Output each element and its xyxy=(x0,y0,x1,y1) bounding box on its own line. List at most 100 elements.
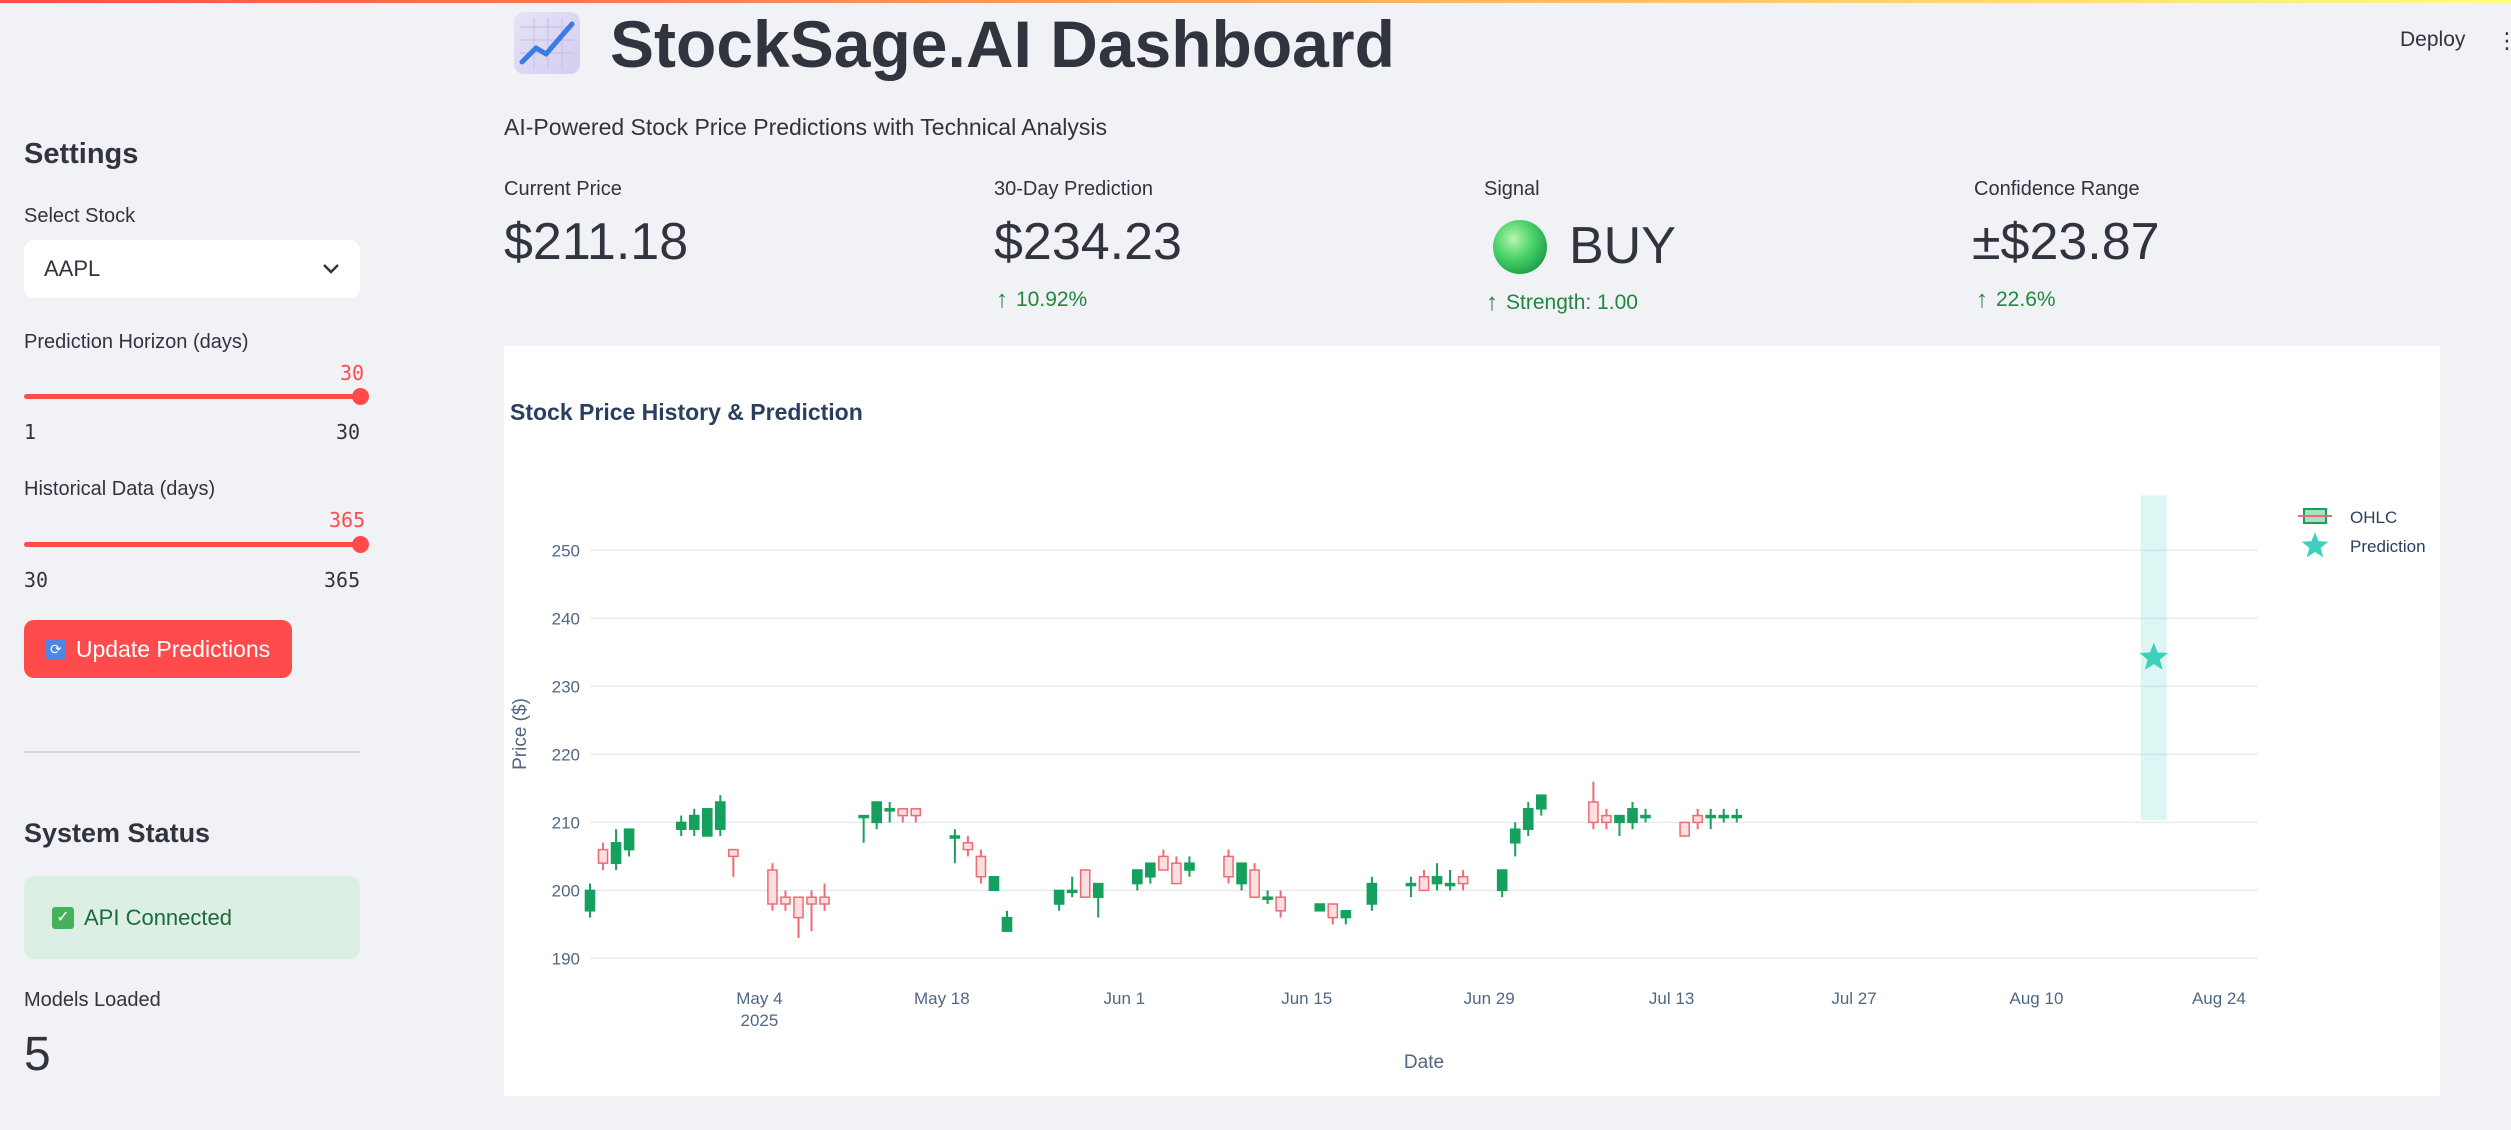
candle-body xyxy=(1066,889,1078,894)
candle-up xyxy=(1731,808,1743,823)
candle-up xyxy=(1705,808,1716,830)
candle-body xyxy=(1731,814,1743,819)
candle-up xyxy=(1522,802,1534,836)
candle-body xyxy=(793,896,804,919)
candle-up xyxy=(610,829,622,870)
sidebar-divider xyxy=(24,751,360,753)
candle-up xyxy=(1496,869,1508,898)
deploy-button[interactable]: Deploy xyxy=(2400,28,2466,51)
update-predictions-button[interactable]: ⟳ Update Predictions xyxy=(24,620,292,678)
green-circle-icon xyxy=(1493,220,1547,274)
y-tick-label: 190 xyxy=(552,949,580,968)
x-tick-label: Jul 13 xyxy=(1649,989,1694,1008)
arrow-up-icon: ↑ xyxy=(996,286,1008,313)
refresh-icon: ⟳ xyxy=(45,639,66,659)
price-chart[interactable]: Stock Price History & Prediction 190 200 2… xyxy=(504,346,2440,1096)
chart-title: Stock Price History & Prediction xyxy=(510,399,863,425)
candle-body xyxy=(1223,855,1234,878)
candle-body xyxy=(623,828,635,851)
candle-up xyxy=(1184,856,1195,877)
confidence-delta: ↑ 22.6% xyxy=(1976,288,2056,312)
candle-body xyxy=(1236,862,1247,885)
candle-down xyxy=(780,890,791,911)
prediction-value: $234.23 xyxy=(994,213,1182,271)
candle-up xyxy=(715,795,726,836)
candle-down xyxy=(1692,808,1703,830)
signal-delta: ↑ Strength: 1.00 xyxy=(1486,291,1638,315)
y-tick-label: 250 xyxy=(552,541,580,560)
candle-body xyxy=(988,876,1000,892)
horizon-slider[interactable] xyxy=(24,382,369,410)
candle-body xyxy=(688,814,700,830)
prediction-delta: ↑ 10.92% xyxy=(996,288,1087,312)
candle-up xyxy=(1262,890,1273,904)
history-min: 30 xyxy=(24,568,49,592)
horizon-slider-thumb[interactable] xyxy=(352,388,369,405)
history-label: Historical Data (days) xyxy=(24,478,216,500)
candle-body xyxy=(1718,814,1730,819)
confidence-value: ±$23.87 xyxy=(1972,213,2160,271)
signal-value: BUY xyxy=(1569,217,1676,275)
y-axis-title: Price ($) xyxy=(510,698,531,770)
top-accent-bar xyxy=(0,0,2511,3)
candle-body xyxy=(1601,814,1612,824)
main-menu-icon[interactable]: ⋮ xyxy=(2496,28,2511,53)
candle-body xyxy=(675,821,687,830)
candle-down xyxy=(1679,821,1690,837)
candle-body xyxy=(1053,889,1065,905)
history-slider-track xyxy=(24,542,360,547)
candle-down xyxy=(1418,870,1430,892)
candle-body xyxy=(1418,876,1430,892)
candle-body xyxy=(597,848,609,864)
candle-body xyxy=(780,896,791,905)
sidebar: Settings Select Stock AAPL Prediction Ho… xyxy=(0,0,384,1130)
candle-up xyxy=(623,828,635,857)
candle-up xyxy=(1001,910,1013,932)
legend-item-ohlc: OHLC xyxy=(2298,508,2397,527)
candle-down xyxy=(1079,869,1091,898)
candle-body xyxy=(1705,814,1716,819)
check-icon: ✓ xyxy=(52,906,74,929)
signal-label: Signal xyxy=(1484,178,1540,200)
candle-body xyxy=(715,801,726,830)
candle-down xyxy=(1601,808,1612,830)
legend-label: Prediction xyxy=(2350,537,2426,556)
candle-body xyxy=(1249,869,1260,898)
candle-up xyxy=(1614,814,1625,836)
history-value: 365 xyxy=(329,508,366,532)
y-tick-label: 210 xyxy=(552,813,580,832)
horizon-min: 1 xyxy=(24,420,37,444)
candle-up xyxy=(688,808,700,836)
candle-up xyxy=(858,814,869,843)
candle-body xyxy=(858,814,869,819)
candle-body xyxy=(1171,862,1182,885)
price-chart-card: Stock Price History & Prediction 190 200 2… xyxy=(504,346,2440,1096)
candle-body xyxy=(1457,876,1469,885)
candle-body xyxy=(1614,814,1625,824)
stock-select[interactable]: AAPL xyxy=(24,240,360,298)
arrow-up-icon: ↑ xyxy=(1486,289,1498,316)
candle-down xyxy=(1223,849,1234,884)
candle-down xyxy=(962,836,974,857)
y-tick-label: 230 xyxy=(552,677,580,696)
candle-body xyxy=(1522,808,1534,830)
candle-body xyxy=(1496,869,1508,892)
candle-up xyxy=(675,815,687,836)
legend-label: OHLC xyxy=(2350,508,2397,527)
x-tick-label: May 18 xyxy=(914,989,970,1008)
candle-body xyxy=(1535,794,1547,810)
prediction-label: 30-Day Prediction xyxy=(994,178,1153,200)
history-slider[interactable] xyxy=(24,530,369,558)
confidence-label: Confidence Range xyxy=(1974,178,2140,200)
candle-body xyxy=(806,896,817,905)
candle-body xyxy=(1001,916,1013,932)
y-tick-label: 220 xyxy=(552,745,580,764)
horizon-slider-track xyxy=(24,394,360,399)
history-slider-thumb[interactable] xyxy=(352,536,369,553)
x-tick-label: Jun 15 xyxy=(1281,989,1332,1008)
prediction-star xyxy=(2139,642,2168,670)
select-stock-label: Select Stock xyxy=(24,205,136,227)
prediction-delta-text: 10.92% xyxy=(1016,288,1088,311)
candle-down xyxy=(1275,890,1286,918)
candle-body xyxy=(1262,896,1273,900)
